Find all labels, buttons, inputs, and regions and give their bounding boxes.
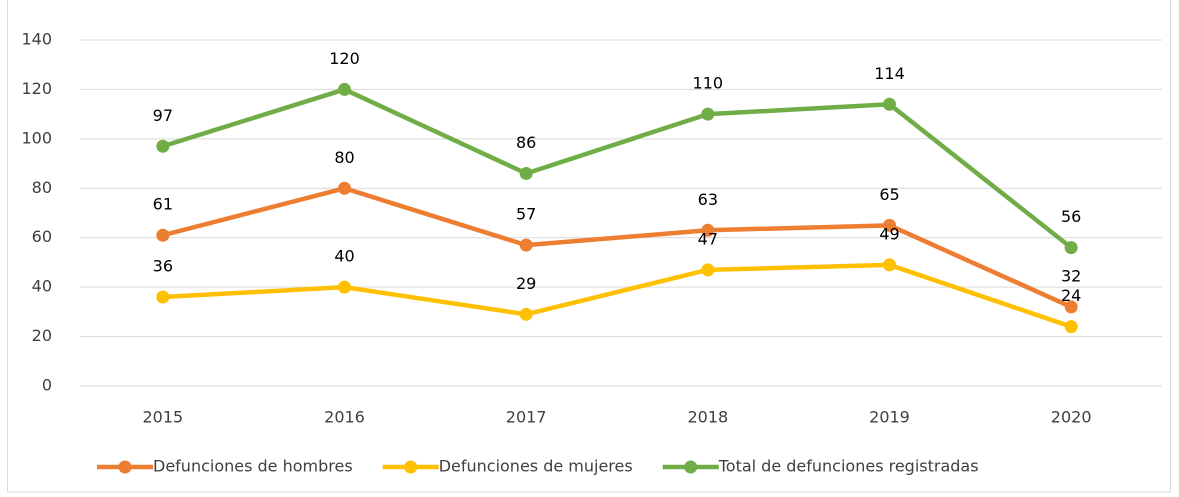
data-point (1064, 300, 1078, 314)
y-tick-label: 140 (21, 30, 52, 49)
series-line (160, 87, 1074, 250)
data-point (519, 166, 533, 180)
data-point (338, 82, 351, 96)
y-tick-label: 60 (32, 227, 52, 246)
data-point (156, 139, 170, 153)
data-label: 114 (874, 64, 905, 83)
x-tick-label: 2020 (1051, 408, 1092, 427)
data-point (883, 97, 896, 111)
data-label: 97 (153, 106, 173, 125)
chart-frame (7, 0, 1171, 493)
series-line (160, 262, 1074, 329)
data-point (701, 107, 715, 121)
y-tick-label: 100 (21, 128, 52, 147)
data-point (701, 223, 715, 237)
data-point (338, 280, 351, 294)
x-tick-label: 2018 (687, 408, 728, 427)
data-point (701, 263, 715, 277)
data-label: 47 (698, 229, 718, 248)
x-tick-label: 2016 (324, 408, 365, 427)
x-tick-label: 2019 (869, 408, 910, 427)
data-point (338, 181, 351, 195)
data-label: 56 (1061, 207, 1081, 226)
data-label: 80 (334, 148, 354, 167)
y-tick-label: 120 (21, 79, 52, 98)
data-point (883, 258, 896, 272)
legend-marker (118, 460, 132, 474)
data-label: 29 (516, 274, 536, 293)
legend-label: Defunciones de mujeres (439, 457, 633, 476)
legend-label: Total de defunciones registradas (718, 457, 979, 476)
y-tick-label: 80 (32, 178, 52, 197)
data-label: 49 (879, 224, 899, 243)
legend-marker (404, 460, 418, 474)
data-label: 61 (153, 195, 173, 214)
data-label: 110 (693, 74, 724, 93)
legend-label: Defunciones de hombres (153, 457, 353, 476)
legend-marker (684, 460, 698, 474)
data-point (519, 307, 533, 321)
x-tick-label: 2017 (506, 408, 547, 427)
data-label: 40 (334, 247, 354, 266)
data-label: 36 (153, 257, 173, 276)
data-label: 120 (329, 49, 360, 68)
data-point (156, 290, 170, 304)
data-label: 65 (879, 185, 899, 204)
data-point (519, 238, 533, 252)
x-tick-label: 2015 (142, 408, 183, 427)
data-point (1064, 320, 1078, 334)
data-label: 32 (1061, 266, 1081, 285)
y-tick-label: 40 (32, 277, 52, 296)
data-label: 57 (516, 205, 536, 224)
y-tick-label: 20 (32, 326, 52, 345)
data-point (1064, 241, 1078, 255)
data-label: 86 (516, 133, 536, 152)
y-tick-label: 0 (42, 376, 52, 395)
series-line (160, 186, 1074, 310)
data-label: 24 (1061, 286, 1081, 305)
data-label: 63 (698, 190, 718, 209)
data-point (156, 228, 170, 242)
data-point (883, 218, 896, 232)
